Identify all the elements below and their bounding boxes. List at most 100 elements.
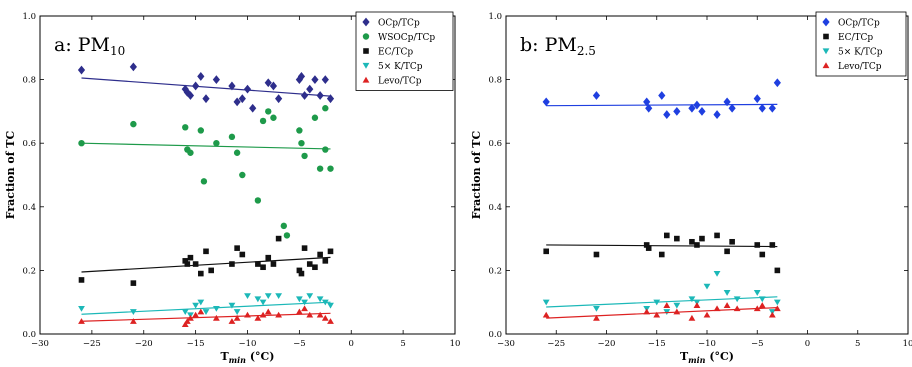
data-point	[733, 296, 741, 303]
x-tick-label: −30	[497, 339, 515, 349]
data-point	[673, 302, 681, 309]
x-tick-label: 0	[805, 339, 810, 349]
data-point	[322, 146, 329, 153]
data-point	[723, 290, 731, 296]
panel-title: b: PM2.5	[520, 34, 596, 58]
data-point	[187, 149, 194, 156]
x-axis-label: Tmin (°C)	[220, 350, 274, 365]
data-point	[698, 107, 706, 116]
data-point	[234, 245, 240, 251]
data-point	[542, 299, 550, 306]
data-point	[663, 110, 671, 119]
data-point	[653, 299, 661, 306]
data-point	[321, 314, 329, 321]
data-point	[693, 100, 701, 110]
data-point	[316, 165, 324, 172]
data-point	[187, 254, 194, 261]
legend-label: OCp/TCp	[838, 19, 880, 29]
data-point	[317, 251, 323, 258]
data-point	[327, 165, 334, 172]
x-tick-label: 5	[400, 339, 405, 349]
legend-marker	[362, 76, 370, 83]
data-point	[129, 309, 137, 315]
data-point	[773, 299, 781, 306]
trend-line	[546, 307, 778, 319]
data-point	[255, 261, 261, 267]
series-Levo/TCp	[78, 305, 334, 328]
x-tick-label: −25	[83, 339, 101, 349]
data-point	[212, 305, 220, 312]
data-point	[208, 267, 214, 274]
x-tick-label: 0	[349, 339, 354, 349]
trend-line	[546, 296, 778, 308]
data-point	[754, 242, 761, 248]
data-point	[658, 251, 665, 258]
y-tick-label: 0.6	[488, 139, 502, 149]
data-point	[213, 140, 220, 147]
x-tick-label: −10	[239, 339, 257, 349]
data-point	[78, 140, 85, 147]
data-point	[239, 171, 246, 179]
trend-line	[546, 103, 778, 107]
data-point	[259, 117, 267, 125]
legend-marker	[822, 17, 830, 27]
data-point	[688, 296, 696, 303]
data-point	[769, 242, 776, 248]
data-point	[269, 81, 278, 91]
data-point	[283, 232, 291, 239]
data-point	[753, 290, 761, 296]
data-point	[270, 114, 277, 121]
data-point	[724, 248, 730, 255]
data-point	[192, 261, 199, 267]
data-point	[729, 238, 735, 245]
series-EC/TCp	[78, 235, 334, 286]
y-tick-label: 0.0	[22, 330, 36, 340]
trend-line	[81, 301, 331, 315]
data-point	[228, 302, 236, 309]
legend-box	[815, 11, 907, 77]
data-point	[753, 305, 761, 312]
data-point	[321, 299, 329, 306]
data-point	[312, 264, 318, 271]
legend-marker	[822, 48, 830, 55]
data-point	[295, 296, 303, 303]
data-point	[296, 127, 303, 134]
legend-marker	[362, 62, 370, 69]
data-point	[212, 314, 220, 321]
data-point	[643, 97, 651, 107]
data-point	[326, 94, 335, 104]
data-point	[688, 103, 696, 113]
trend-line	[81, 77, 331, 97]
series-EC/TCp	[543, 232, 781, 274]
data-point	[593, 305, 600, 312]
data-point	[197, 308, 205, 315]
data-point	[774, 267, 781, 274]
series-5× K/TCp	[542, 270, 781, 315]
data-point	[202, 94, 210, 104]
panel-b: −30 −25 −20 −15 −10 −5 0 5 10 0.0 0.2 0.4 0.6 0.8 1.0 T…	[470, 11, 912, 365]
data-point	[713, 305, 721, 312]
x-tick-label: −5	[293, 339, 306, 349]
legend-marker	[362, 17, 370, 27]
data-point	[78, 305, 85, 312]
data-point	[297, 72, 306, 81]
x-tick-label: −15	[648, 339, 666, 349]
data-point	[129, 62, 137, 72]
data-point	[306, 261, 313, 267]
data-point	[543, 248, 549, 255]
data-point	[243, 84, 252, 94]
legend-marker	[822, 62, 830, 69]
data-point	[689, 238, 695, 245]
data-point	[306, 293, 314, 300]
data-point	[542, 311, 550, 318]
data-point	[327, 302, 334, 309]
data-point	[254, 296, 262, 303]
data-point	[713, 110, 721, 119]
y-tick-label: 1.0	[22, 12, 36, 22]
data-point	[228, 81, 236, 91]
data-point	[674, 235, 680, 242]
panel-a: −30 −25 −20 −15 −10 −5 0 5 10 0.0 0.2 0.4 0.6 0.8 1.0 T…	[4, 11, 460, 365]
data-point	[658, 91, 666, 100]
data-point	[592, 91, 601, 100]
data-point	[270, 261, 277, 267]
